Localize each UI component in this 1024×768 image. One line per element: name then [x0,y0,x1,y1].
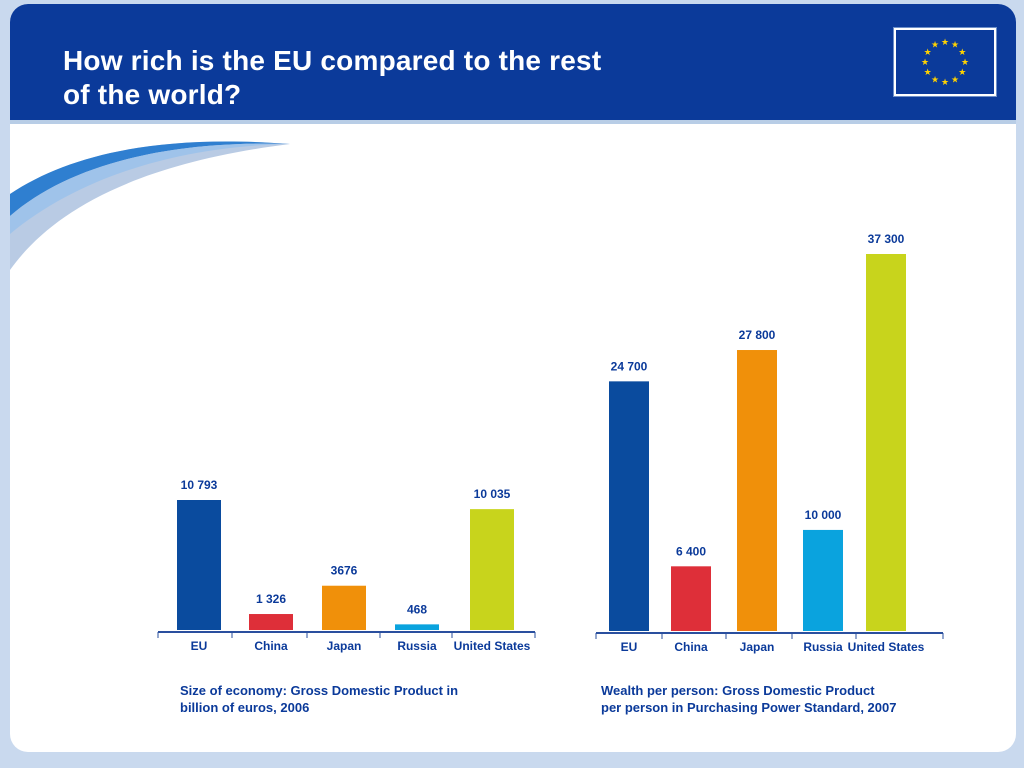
flag-star-icon: ★ [941,77,949,87]
flag-star-icon: ★ [951,74,959,84]
category-label: United States [848,640,925,654]
chart-gdp-size: 10 793 EU 1 326 China 3676 Japan 468 Russia 10 0… [157,478,536,653]
header-bar: How rich is the EU compared to the rest … [10,4,1016,124]
category-label: China [674,640,708,654]
data-label: 10 793 [181,478,218,492]
bar-united-states [866,254,906,631]
flag-star-icon: ★ [958,67,966,77]
category-label: China [254,639,288,653]
category-label: Russia [803,640,843,654]
data-label: 24 700 [611,359,648,373]
data-label: 1 326 [256,592,286,606]
data-label: 37 300 [868,232,905,246]
flag-star-icon: ★ [931,74,939,84]
chart-gdp-per-person: 24 700 EU 6 400 China 27 800 Japan 10 000 Russi… [595,232,944,654]
bar-russia [803,529,843,631]
caption-gdp-size-line-2: billion of euros, 2006 [180,700,310,715]
category-label: United States [454,639,531,653]
flag-star-icon: ★ [961,57,969,67]
decorative-swoosh [10,124,290,270]
flag-star-icon: ★ [951,40,959,50]
caption-gdp-per-person-line-2: per person in Purchasing Power Standard,… [601,700,897,715]
slide: How rich is the EU compared to the rest … [10,4,1016,752]
data-label: 6 400 [676,544,706,558]
bar-japan [322,585,366,630]
caption-gdp-per-person: Wealth per person: Gross Domestic Produc… [601,682,981,716]
bar-eu [177,500,221,630]
bar-japan [737,350,777,631]
category-label: EU [191,639,208,653]
eu-flag-icon: ★ ★ ★ ★ ★ ★ ★ ★ ★ ★ ★ ★ [894,28,996,96]
flag-star-icon: ★ [931,40,939,50]
bar-china [671,566,711,631]
flag-star-icon: ★ [941,37,949,47]
caption-gdp-size: Size of economy: Gross Domestic Product … [180,682,520,716]
category-label: Russia [397,639,437,653]
category-label: Japan [740,640,775,654]
flag-star-icon: ★ [921,57,929,67]
data-label: 3676 [331,564,358,578]
data-label: 468 [407,602,427,616]
data-label: 10 000 [805,508,842,522]
category-label: EU [621,640,638,654]
caption-gdp-per-person-line-1: Wealth per person: Gross Domestic Produc… [601,683,875,698]
category-label: Japan [327,639,362,653]
data-label: 27 800 [739,328,776,342]
caption-gdp-size-line-1: Size of economy: Gross Domestic Product … [180,683,459,698]
flag-star-icon: ★ [924,47,932,57]
title-line-1: How rich is the EU compared to the rest [63,45,602,76]
bar-united-states [470,509,514,630]
bar-russia [395,624,439,630]
bar-china [249,614,293,630]
page-title: How rich is the EU compared to the rest … [63,44,763,112]
title-line-2: of the world? [63,79,242,110]
flag-star-icon: ★ [924,67,932,77]
bar-eu [609,381,649,631]
data-label: 10 035 [474,487,511,501]
flag-star-icon: ★ [958,47,966,57]
